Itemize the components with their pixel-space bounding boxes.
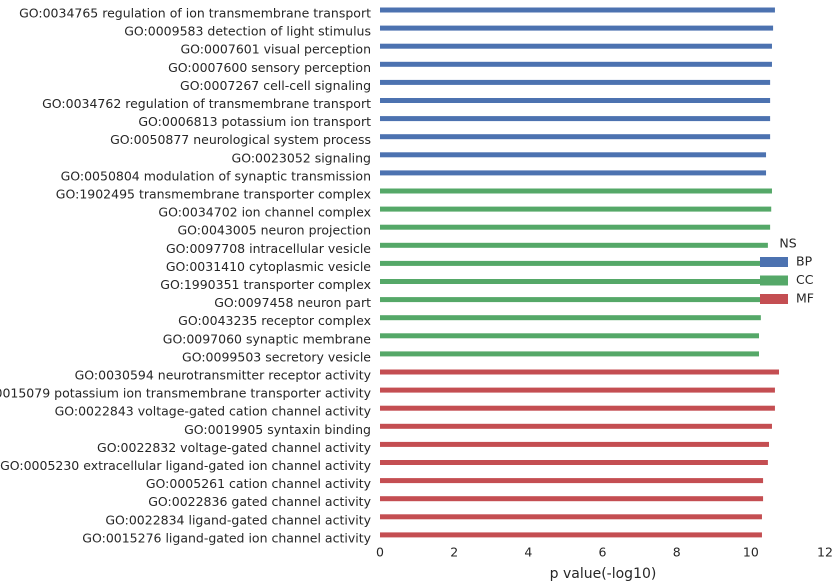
y-tick-label: GO:0022843 voltage-gated cation channel …	[55, 404, 372, 419]
bar	[380, 116, 771, 122]
y-tick-label: GO:1902495 transmembrane transporter com…	[56, 187, 371, 202]
bar	[380, 134, 771, 140]
legend-swatch	[760, 275, 788, 286]
y-tick-label: GO:0099503 secretory vesicle	[182, 349, 371, 364]
bar	[380, 460, 768, 465]
y-tick-label: GO:0030594 neurotransmitter receptor act…	[75, 368, 372, 383]
legend-label: BP	[796, 254, 813, 269]
y-tick-label: GO:0009583 detection of light stimulus	[124, 24, 371, 39]
bar	[380, 496, 764, 502]
x-tick-label: 6	[599, 545, 607, 560]
bar	[380, 387, 775, 393]
x-tick-label: 2	[450, 545, 458, 560]
y-tick-label: GO:0097458 neuron part	[214, 295, 371, 310]
legend-swatch	[760, 257, 788, 267]
x-axis-label: p value(-log10)	[550, 566, 657, 582]
bar	[380, 224, 771, 230]
y-tick-label: GO:0015276 ligand-gated ion channel acti…	[82, 530, 371, 545]
bar	[380, 170, 767, 176]
bar	[380, 405, 775, 411]
legend-title: NS	[779, 236, 796, 251]
bar	[380, 351, 759, 357]
bar	[380, 25, 774, 31]
y-tick-label: GO:0022832 voltage-gated channel activit…	[97, 440, 372, 455]
x-tick-label: 12	[817, 545, 833, 560]
y-tick-label: GO:0007267 cell-cell signaling	[180, 78, 371, 93]
x-tick-label: 8	[673, 545, 681, 560]
y-tick-label: GO:1990351 transporter complex	[160, 277, 371, 292]
bar	[380, 369, 780, 375]
x-tick-label: 0	[376, 545, 384, 560]
bar	[380, 7, 775, 13]
bar	[380, 152, 767, 158]
bar	[380, 514, 762, 520]
bar	[380, 478, 764, 484]
y-tick-label: GO:0019905 syntaxin binding	[184, 422, 371, 437]
y-tick-label: GO:0015079 potassium ion transmembrane t…	[0, 386, 372, 401]
bar	[380, 333, 759, 339]
legend-swatch	[760, 294, 788, 304]
y-tick-label: GO:0022836 gated channel activity	[148, 494, 371, 509]
bar	[380, 532, 762, 538]
y-tick-label: GO:0043005 neuron projection	[177, 223, 371, 238]
x-tick-label: 10	[743, 545, 759, 560]
y-tick-label: GO:0007601 visual perception	[180, 42, 371, 57]
bar	[380, 43, 772, 49]
legend-label: MF	[796, 291, 814, 306]
y-tick-label: GO:0031410 cytoplasmic vesicle	[166, 259, 371, 274]
y-tick-label: GO:0034765 regulation of ion transmembra…	[19, 6, 371, 21]
y-tick-label: GO:0097708 intracellular vesicle	[166, 241, 371, 256]
y-tick-label: GO:0097060 synaptic membrane	[163, 331, 372, 346]
y-tick-label: GO:0050877 neurological system process	[110, 132, 371, 147]
y-tick-label: GO:0007600 sensory perception	[168, 60, 371, 75]
bar	[380, 441, 770, 447]
y-tick-label: GO:0034702 ion channel complex	[158, 205, 371, 220]
y-tick-label: GO:0023052 signaling	[232, 150, 371, 165]
y-tick-label: GO:0050804 modulation of synaptic transm…	[61, 168, 371, 183]
bar	[380, 315, 761, 321]
x-tick-label: 4	[524, 545, 532, 560]
legend-label: CC	[796, 272, 814, 287]
bar	[380, 206, 772, 212]
y-tick-label: GO:0034762 regulation of transmembrane t…	[42, 96, 371, 111]
bar	[380, 297, 762, 303]
y-tick-label: GO:0043235 receptor complex	[178, 313, 371, 328]
y-tick-label: GO:0005261 cation channel activity	[146, 476, 372, 491]
bar	[380, 423, 772, 429]
bar	[380, 279, 764, 284]
bar	[380, 98, 771, 103]
bar	[380, 188, 772, 194]
bar	[380, 79, 771, 85]
bar	[380, 260, 766, 266]
bar	[380, 61, 772, 67]
bar	[380, 242, 768, 248]
y-tick-label: GO:0006813 potassium ion transport	[138, 114, 371, 129]
y-tick-label: GO:0022834 ligand-gated channel activity	[105, 512, 371, 527]
y-tick-label: GO:0005230 extracellular ligand-gated io…	[0, 458, 372, 473]
